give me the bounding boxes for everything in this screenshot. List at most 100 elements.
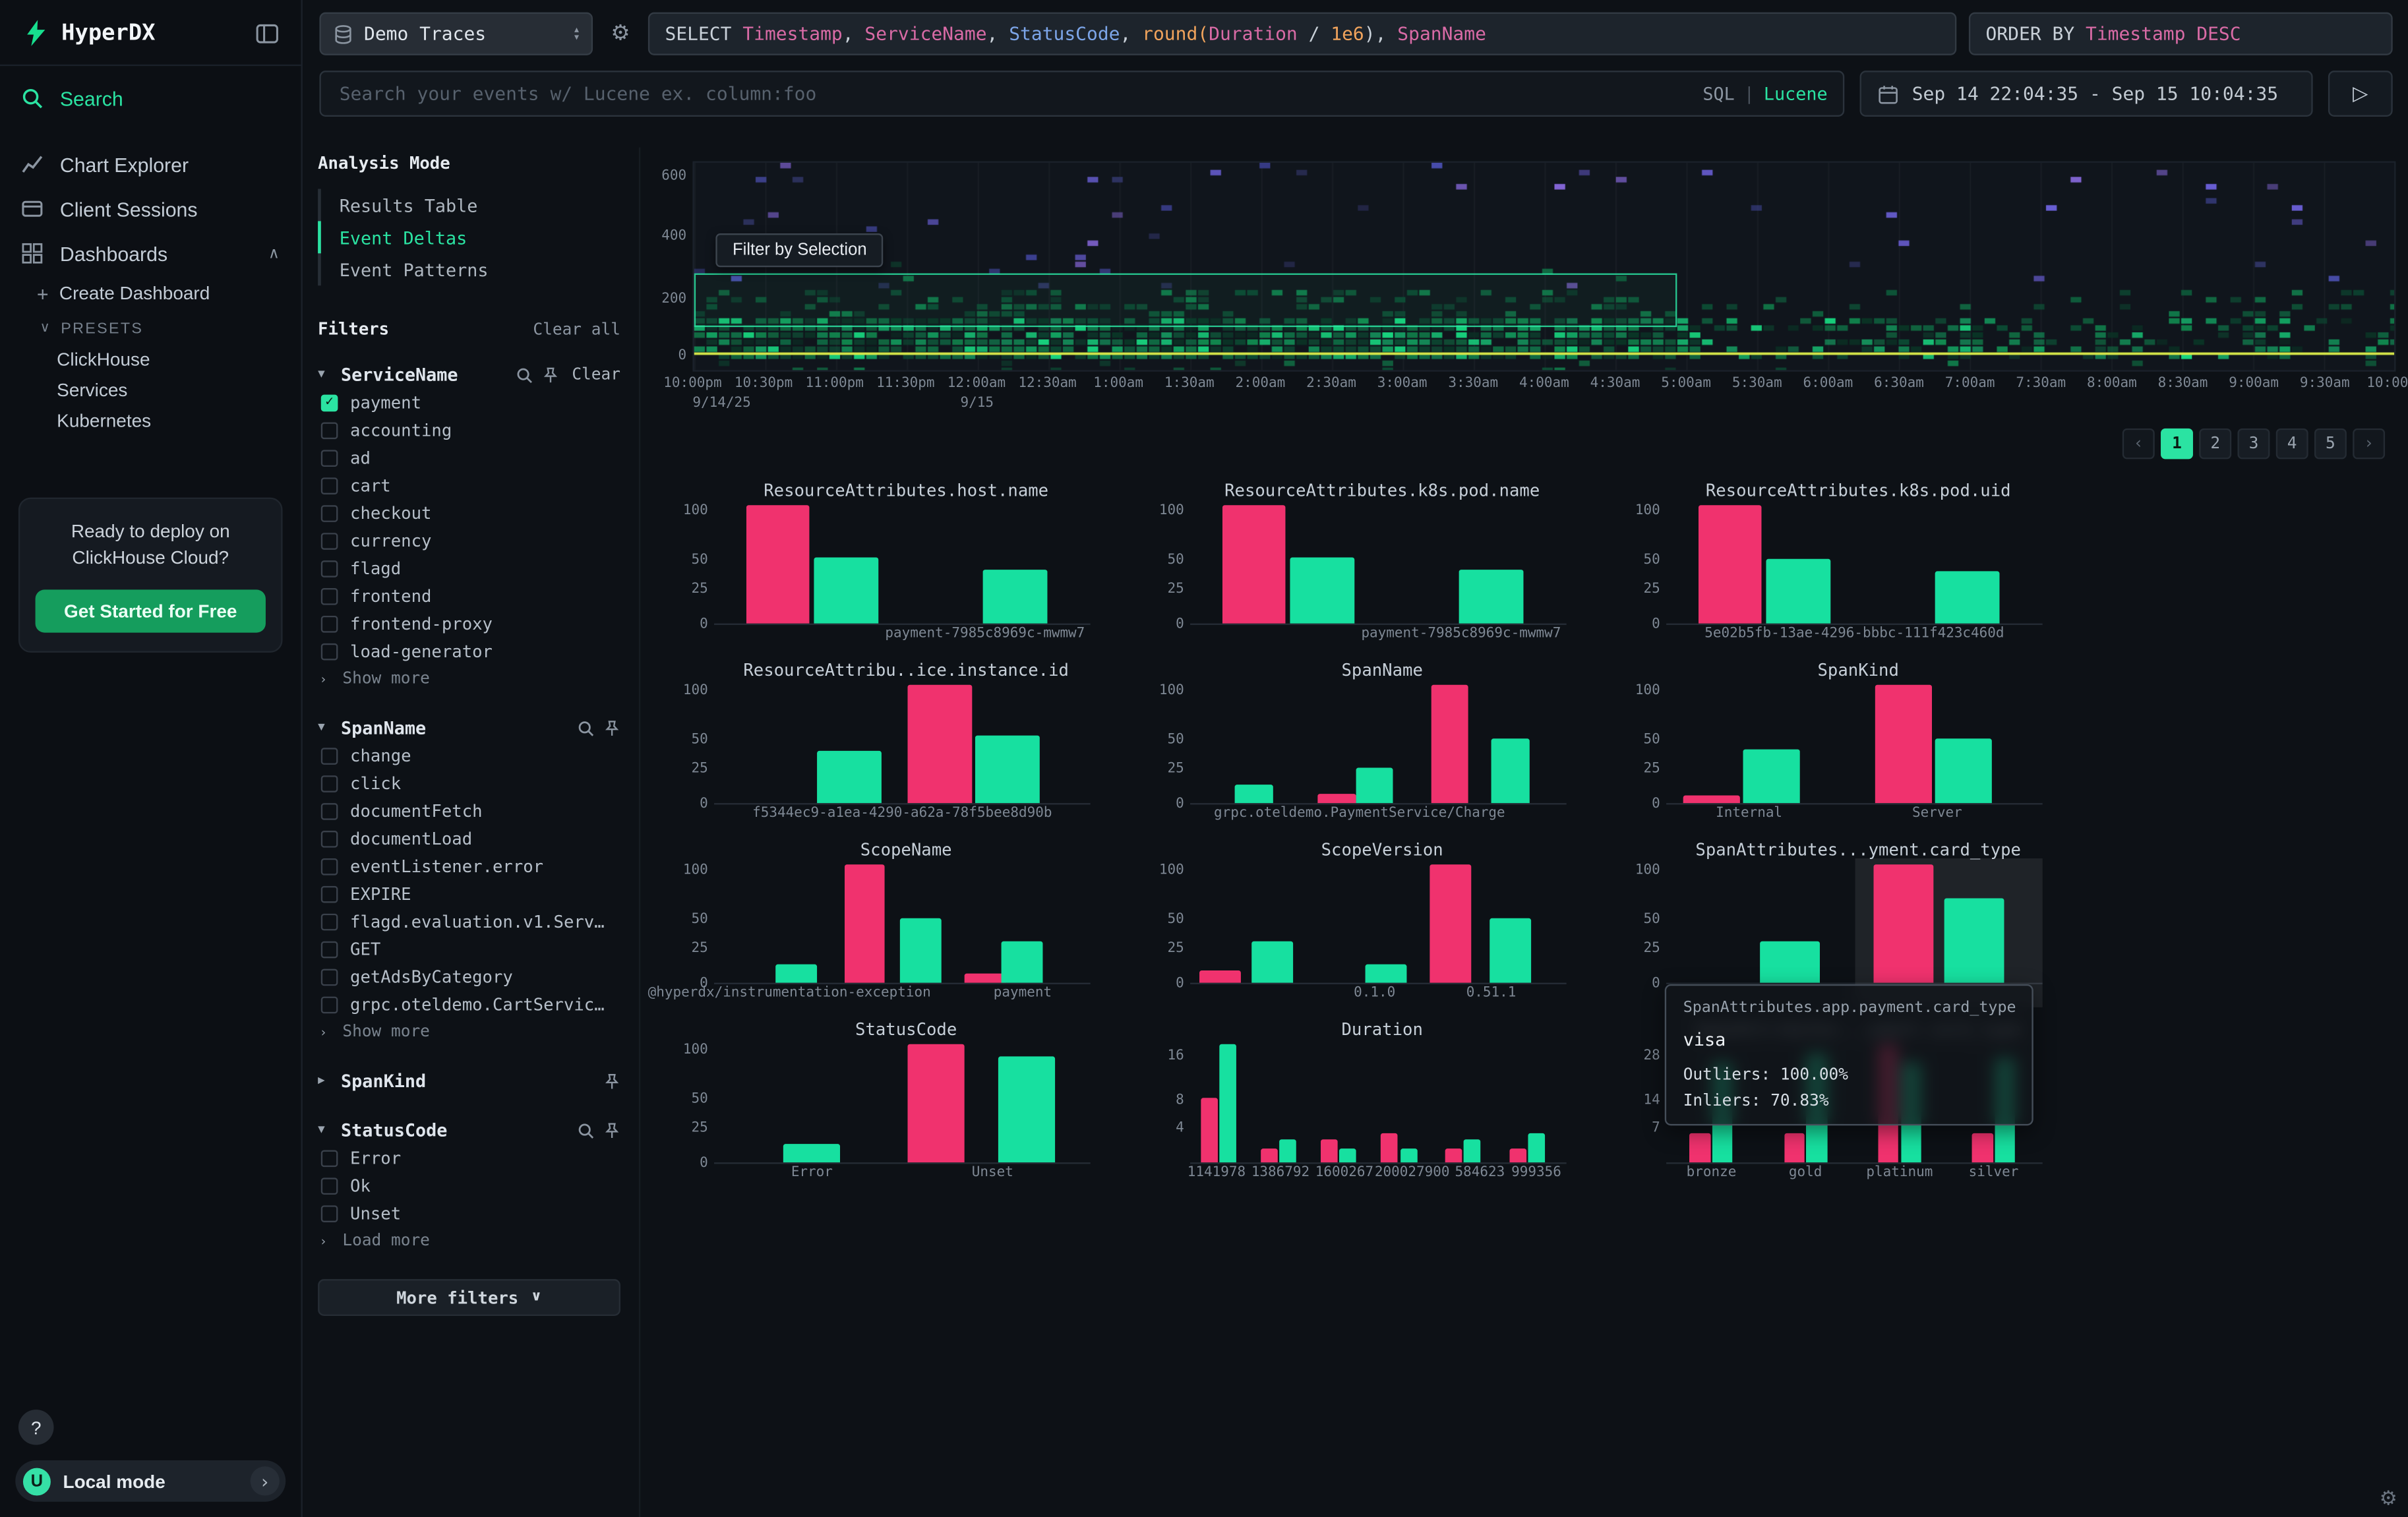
checkbox[interactable] — [321, 615, 338, 632]
checkbox[interactable] — [321, 449, 338, 466]
outlier-bar[interactable] — [844, 864, 886, 982]
sql-select-editor[interactable]: SELECT Timestamp, ServiceName, StatusCod… — [648, 13, 1956, 55]
inlier-bar[interactable] — [998, 1056, 1055, 1162]
checkbox[interactable] — [321, 775, 338, 792]
outlier-bar[interactable] — [1431, 685, 1468, 803]
outlier-bar[interactable] — [1261, 1148, 1278, 1163]
more-filters-button[interactable]: More filters ∨ — [318, 1279, 620, 1316]
sidebar-item-dashboards[interactable]: Dashboards ∧ — [0, 232, 301, 277]
outlier-bar[interactable] — [1509, 1148, 1526, 1163]
outlier-bar[interactable] — [1683, 796, 1740, 803]
filter-checkbox-item[interactable]: grpc.oteldemo.CartServic… — [318, 990, 620, 1018]
search-icon[interactable] — [516, 366, 533, 383]
inlier-bar[interactable] — [1944, 898, 2004, 983]
pagination-page-2[interactable]: 2 — [2199, 429, 2231, 460]
pagination-prev-button[interactable]: ‹ — [2122, 429, 2155, 460]
show-more-button[interactable]: ›Show more — [318, 665, 620, 693]
checkbox[interactable] — [321, 941, 338, 958]
run-query-button[interactable]: ▷ — [2328, 71, 2393, 117]
checkbox[interactable] — [321, 560, 338, 577]
inlier-bar[interactable] — [1464, 1139, 1481, 1162]
checkbox[interactable] — [321, 802, 338, 819]
outlier-bar[interactable] — [1429, 864, 1470, 982]
inlier-bar[interactable] — [1761, 941, 1821, 983]
inlier-bar[interactable] — [814, 557, 878, 623]
inlier-bar[interactable] — [1219, 1044, 1236, 1162]
inlier-bar[interactable] — [1743, 750, 1800, 803]
sidebar-item-services[interactable]: Services — [0, 374, 301, 405]
filter-checkbox-item[interactable]: accounting — [318, 416, 620, 444]
checkbox[interactable] — [321, 913, 338, 930]
pagination-page-1[interactable]: 1 — [2161, 429, 2193, 460]
filter-checkbox-item[interactable]: eventListener.error — [318, 852, 620, 880]
time-selection-region[interactable] — [694, 273, 1677, 327]
inlier-bar[interactable] — [1356, 767, 1393, 803]
pagination-page-4[interactable]: 4 — [2276, 429, 2308, 460]
inlier-bar[interactable] — [1002, 941, 1044, 983]
filter-checkbox-item[interactable]: Unset — [318, 1199, 620, 1227]
inlier-bar[interactable] — [1290, 557, 1354, 623]
filter-checkbox-item[interactable]: load-generator — [318, 638, 620, 665]
filter-checkbox-item[interactable]: click — [318, 769, 620, 797]
filter-checkbox-item[interactable]: flagd — [318, 554, 620, 582]
sidebar-item-chart-explorer[interactable]: Chart Explorer — [0, 143, 301, 188]
checkbox[interactable] — [321, 504, 338, 521]
analysis-mode-event-deltas[interactable]: Event Deltas — [318, 221, 620, 253]
clear-all-filters-button[interactable]: Clear all — [533, 320, 620, 339]
filter-checkbox-item[interactable]: GET — [318, 935, 620, 963]
lucene-toggle[interactable]: Lucene — [1764, 83, 1828, 105]
filter-checkbox-item[interactable]: change — [318, 742, 620, 769]
checkbox[interactable] — [321, 968, 338, 985]
inlier-bar[interactable] — [784, 1145, 841, 1162]
pin-icon[interactable] — [543, 366, 560, 383]
filter-checkbox-item[interactable]: documentLoad — [318, 825, 620, 852]
filter-checkbox-item[interactable]: flagd.evaluation.v1.Serv… — [318, 907, 620, 935]
outlier-bar[interactable] — [1784, 1133, 1804, 1162]
create-dashboard-button[interactable]: + Create Dashboard — [0, 276, 301, 310]
clear-filter-button[interactable]: Clear — [572, 365, 620, 384]
pagination-page-3[interactable]: 3 — [2237, 429, 2270, 460]
checkbox[interactable] — [321, 1205, 338, 1222]
presets-toggle[interactable]: ∨ PRESETS — [0, 313, 301, 344]
filter-checkbox-item[interactable]: EXPIRE — [318, 880, 620, 908]
checkbox[interactable] — [321, 996, 338, 1013]
checkbox[interactable] — [321, 885, 338, 903]
outlier-bar[interactable] — [908, 685, 972, 803]
filter-checkbox-item[interactable]: frontend-proxy — [318, 610, 620, 638]
outlier-bar[interactable] — [1222, 505, 1286, 623]
filter-group-header[interactable]: ▾StatusCode — [318, 1116, 620, 1144]
show-more-button[interactable]: ›Load more — [318, 1227, 620, 1255]
search-input[interactable] — [336, 81, 1702, 105]
search-icon[interactable] — [578, 719, 595, 736]
checkbox[interactable] — [321, 1149, 338, 1166]
search-icon[interactable] — [578, 1121, 595, 1139]
sidebar-item-client-sessions[interactable]: Client Sessions — [0, 187, 301, 232]
inlier-bar[interactable] — [776, 965, 818, 983]
source-select[interactable]: Demo Traces ▴▾ — [319, 13, 593, 55]
outlier-bar[interactable] — [1201, 1098, 1218, 1163]
inlier-bar[interactable] — [1400, 1148, 1417, 1163]
outlier-bar[interactable] — [1972, 1133, 1993, 1162]
filter-group-header[interactable]: ▾ServiceNameClear — [318, 361, 620, 388]
outlier-bar[interactable] — [1321, 1139, 1338, 1162]
pin-icon[interactable] — [603, 1073, 620, 1090]
help-button[interactable]: ? — [18, 1410, 54, 1445]
inlier-bar[interactable] — [976, 736, 1040, 803]
filter-checkbox-item[interactable]: cart — [318, 471, 620, 499]
outlier-bar[interactable] — [1875, 685, 1932, 803]
inlier-bar[interactable] — [1528, 1133, 1545, 1162]
analysis-mode-results-table[interactable]: Results Table — [318, 189, 620, 221]
outlier-bar[interactable] — [746, 505, 810, 623]
sql-toggle[interactable]: SQL — [1702, 83, 1734, 105]
checkbox[interactable] — [321, 858, 338, 875]
filter-by-selection-button[interactable]: Filter by Selection — [715, 233, 884, 266]
inlier-bar[interactable] — [1766, 558, 1830, 624]
pagination-page-5[interactable]: 5 — [2314, 429, 2347, 460]
inlier-bar[interactable] — [1280, 1139, 1297, 1162]
outlier-bar[interactable] — [1699, 505, 1762, 623]
inlier-bar[interactable] — [983, 570, 1047, 624]
outlier-bar[interactable] — [1381, 1133, 1399, 1162]
outlier-bar[interactable] — [1318, 794, 1356, 803]
get-started-button[interactable]: Get Started for Free — [36, 589, 266, 632]
pin-icon[interactable] — [603, 1121, 620, 1139]
